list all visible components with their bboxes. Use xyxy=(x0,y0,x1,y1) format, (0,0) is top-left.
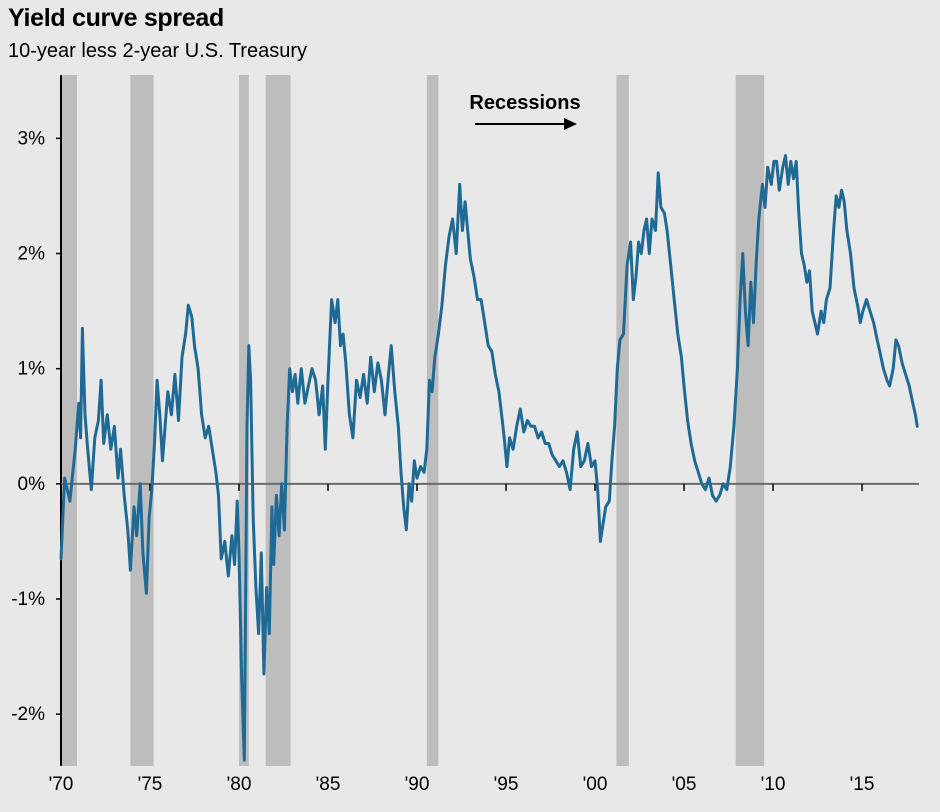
chart-title: Yield curve spread xyxy=(8,4,224,32)
x-tick-label: '10 xyxy=(761,774,786,795)
y-tick-label: -1% xyxy=(11,589,45,610)
x-tick-label: '80 xyxy=(227,774,252,795)
y-tick-label: 3% xyxy=(18,128,46,149)
recession-band xyxy=(735,75,765,766)
x-tick-label: '15 xyxy=(850,774,875,795)
x-tick-label: '90 xyxy=(405,774,430,795)
x-tick-label: '70 xyxy=(49,774,74,795)
y-tick-label: 0% xyxy=(18,474,46,495)
x-tick-label: '05 xyxy=(672,774,697,795)
recession-band xyxy=(130,75,154,766)
recession-band xyxy=(426,75,439,766)
y-tick-label: -2% xyxy=(11,704,45,725)
recessions-label: Recessions xyxy=(469,92,580,114)
x-tick-label: '85 xyxy=(316,774,341,795)
chart-subtitle: 10-year less 2-year U.S. Treasury xyxy=(8,40,307,62)
y-tick-label: 1% xyxy=(18,359,46,380)
x-tick-label: '00 xyxy=(583,774,608,795)
recession-band xyxy=(60,75,78,766)
y-tick-label: 2% xyxy=(18,244,46,265)
recession-band xyxy=(616,75,629,766)
recessions-arrow-head xyxy=(564,118,577,130)
x-tick-label: '75 xyxy=(138,774,163,795)
recession-band xyxy=(239,75,249,766)
x-tick-label: '95 xyxy=(494,774,519,795)
spread-series-line xyxy=(59,154,919,762)
